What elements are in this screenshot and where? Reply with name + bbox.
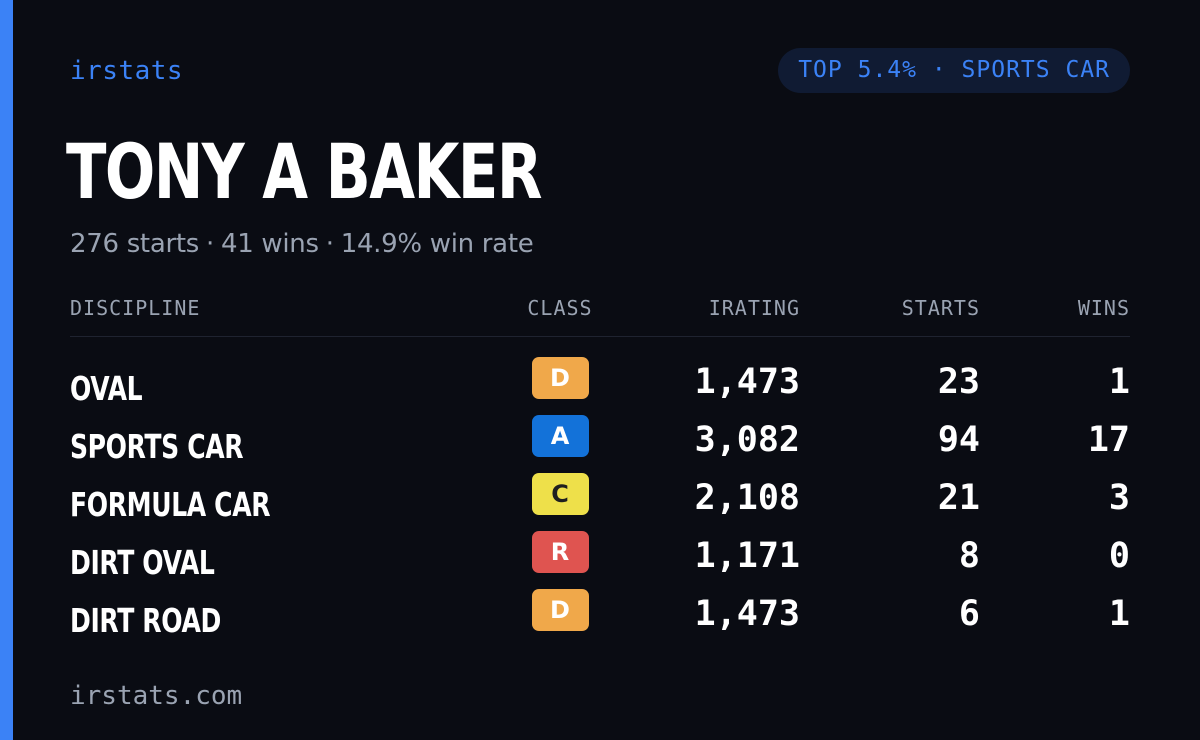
irating-value: 3,082 xyxy=(694,420,800,460)
discipline-name: DIRT OVAL xyxy=(70,542,215,582)
discipline-name: DIRT ROAD xyxy=(70,600,221,640)
wins-value: 3 xyxy=(1108,478,1130,518)
license-class-badge: A xyxy=(531,415,589,457)
discipline-name: SPORTS CAR xyxy=(70,426,244,466)
discipline-name: OVAL xyxy=(70,368,143,408)
driver-summary: 276 starts · 41 wins · 14.9% win rate xyxy=(70,229,534,259)
license-class-badge: D xyxy=(531,589,589,631)
license-class-badge: C xyxy=(531,473,589,515)
column-header-irating: IRATING xyxy=(630,296,800,337)
column-header-starts: STARTS xyxy=(800,296,980,337)
wins-value: 0 xyxy=(1108,536,1130,576)
starts-value: 21 xyxy=(937,478,980,518)
license-class-badge: D xyxy=(531,357,589,399)
table-header-row: DISCIPLINE CLASS IRATING STARTS WINS xyxy=(70,296,1130,337)
starts-value: 94 xyxy=(937,420,980,460)
brand-logo-text: irstats xyxy=(70,56,184,86)
driver-name: TONY A BAKER xyxy=(66,127,543,216)
column-header-class: CLASS xyxy=(490,296,630,337)
irating-value: 1,171 xyxy=(694,536,800,576)
summary-wins: 41 wins xyxy=(220,229,319,259)
discipline-name: FORMULA CAR xyxy=(70,484,271,524)
irating-value: 1,473 xyxy=(694,594,800,634)
starts-value: 8 xyxy=(958,536,980,576)
starts-value: 23 xyxy=(937,362,980,402)
starts-value: 6 xyxy=(958,594,980,634)
summary-separator: · xyxy=(206,229,214,259)
summary-separator: · xyxy=(325,229,334,259)
table-row: DIRT OVAL R 1,171 8 0 xyxy=(70,527,1130,585)
table-row: FORMULA CAR C 2,108 21 3 xyxy=(70,469,1130,527)
wins-value: 1 xyxy=(1108,362,1130,402)
summary-win-rate: 14.9% win rate xyxy=(340,229,534,259)
irating-value: 2,108 xyxy=(694,478,800,518)
table-row: SPORTS CAR A 3,082 94 17 xyxy=(70,411,1130,469)
wins-value: 17 xyxy=(1087,420,1130,460)
column-header-discipline: DISCIPLINE xyxy=(70,296,490,337)
wins-value: 1 xyxy=(1108,594,1130,634)
license-class-badge: R xyxy=(531,531,589,573)
column-header-wins: WINS xyxy=(980,296,1130,337)
discipline-stats-table: DISCIPLINE CLASS IRATING STARTS WINS OVA… xyxy=(70,296,1130,643)
table-row: DIRT ROAD D 1,473 6 1 xyxy=(70,585,1130,643)
accent-bar xyxy=(0,0,13,740)
rank-badge: TOP 5.4% · SPORTS CAR xyxy=(778,48,1130,93)
table-row: OVAL D 1,473 23 1 xyxy=(70,337,1130,412)
footer-url: irstats.com xyxy=(70,681,243,711)
irating-value: 1,473 xyxy=(694,362,800,402)
summary-starts: 276 starts xyxy=(70,229,199,259)
